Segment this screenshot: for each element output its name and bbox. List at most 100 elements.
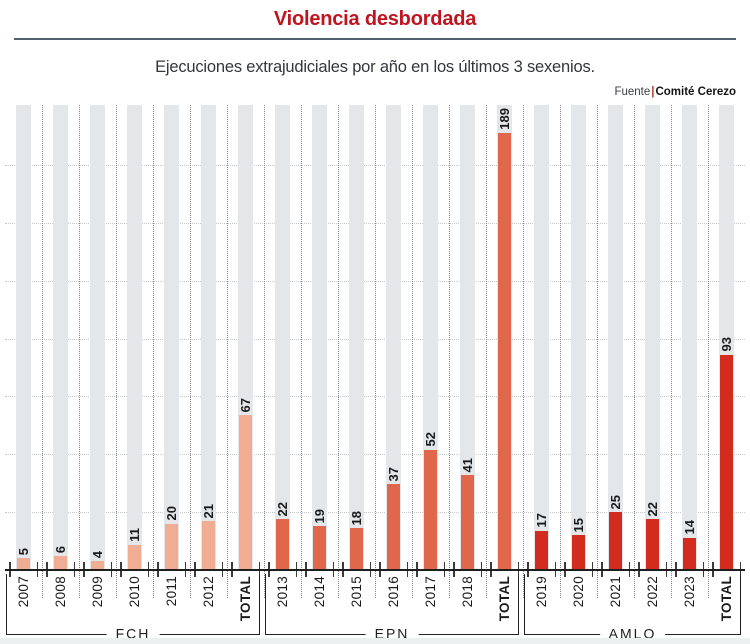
column-background xyxy=(53,105,68,570)
bar xyxy=(572,535,585,570)
x-axis-line xyxy=(5,569,745,571)
column-background xyxy=(349,105,364,570)
bar-value-label: 22 xyxy=(264,502,301,516)
column-separator xyxy=(597,105,598,598)
bar-value-text: 67 xyxy=(238,397,253,412)
bar-column-2022-amlo: 22 2022 xyxy=(634,105,672,644)
group-epn: 22 2013 19 2014 18 2015 37 2016 52 2017 41 2018 189 T… xyxy=(264,105,524,644)
column-separator xyxy=(338,105,339,598)
bar-value-label: 6 xyxy=(42,546,79,553)
bar-value-text: 41 xyxy=(460,457,475,473)
source-credit: Fuente|Comité Cerezo xyxy=(614,86,736,98)
bar-value-label: 15 xyxy=(560,518,597,532)
group-bracket-amlo: AMLO xyxy=(524,574,741,643)
bar xyxy=(239,415,252,570)
column-background xyxy=(275,105,290,570)
bar-value-text: 22 xyxy=(275,501,290,517)
bar-value-label: 21 xyxy=(190,504,227,518)
bar-column-total-epn: 189 TOTAL xyxy=(486,105,524,644)
group-amlo: 17 2019 15 2020 25 2021 22 2022 14 2023 93 TOTAL AML… xyxy=(523,105,745,644)
bar-column-2020-amlo: 15 2020 xyxy=(560,105,598,644)
column-separator xyxy=(634,105,635,598)
bar-value-text: 37 xyxy=(386,466,401,482)
column-separator xyxy=(671,105,672,598)
bar-value-label: 19 xyxy=(301,509,338,523)
bar xyxy=(387,484,400,570)
column-separator xyxy=(412,105,413,598)
bar-value-label: 93 xyxy=(708,337,745,351)
bar-value-text: 93 xyxy=(719,337,734,352)
bar-value-text: 11 xyxy=(127,527,142,542)
column-separator xyxy=(42,105,43,598)
bar-column-total-amlo: 93 TOTAL xyxy=(708,105,745,644)
bar-value-text: 18 xyxy=(349,510,364,526)
bar-value-label: 67 xyxy=(227,398,264,412)
bar-column-2010-fch: 11 2010 xyxy=(116,105,154,644)
bar xyxy=(350,528,363,570)
bar-value-text: 4 xyxy=(90,550,105,558)
bar-value-text: 25 xyxy=(608,494,623,510)
column-background xyxy=(90,105,105,570)
bar-value-label: 11 xyxy=(116,528,153,542)
bar-value-text: 15 xyxy=(571,517,586,533)
source-label: Fuente xyxy=(614,86,651,98)
column-background xyxy=(534,105,549,570)
bar-column-2019-amlo: 17 2019 xyxy=(523,105,561,644)
bar xyxy=(498,132,511,570)
column-separator xyxy=(301,105,302,598)
bar-column-2014-epn: 19 2014 xyxy=(301,105,339,644)
bar xyxy=(535,530,548,570)
bar-value-label: 37 xyxy=(375,467,412,481)
title-divider xyxy=(14,38,736,40)
bar-chart: 5 2007 6 2008 4 2009 11 2010 20 2011 21 2012 67 TOTAL… xyxy=(5,105,745,644)
column-background xyxy=(164,105,179,570)
column-separator xyxy=(227,105,228,598)
bar-value-label: 52 xyxy=(412,432,449,446)
source-name: Comité Cerezo xyxy=(655,86,736,98)
bar-column-2023-amlo: 14 2023 xyxy=(671,105,709,644)
column-separator xyxy=(560,105,561,598)
column-separator xyxy=(486,105,487,598)
source-separator: | xyxy=(651,86,655,98)
bar-column-2011-fch: 20 2011 xyxy=(153,105,191,644)
bar-value-text: 21 xyxy=(201,503,216,519)
bar-value-label: 189 xyxy=(486,108,523,130)
bar xyxy=(683,537,696,570)
bar-column-2012-fch: 21 2012 xyxy=(190,105,228,644)
bar xyxy=(165,523,178,570)
bar-value-label: 25 xyxy=(597,495,634,509)
bar-value-label: 14 xyxy=(671,520,708,534)
column-separator xyxy=(523,105,524,598)
column-separator xyxy=(153,105,154,598)
column-separator xyxy=(190,105,191,598)
bar-column-2018-epn: 41 2018 xyxy=(449,105,487,644)
group-fch: 5 2007 6 2008 4 2009 11 2010 20 2011 21 2012 67 TOTAL… xyxy=(5,105,265,644)
page-title: Violencia desbordada xyxy=(273,8,477,30)
group-bracket-fch: FCH xyxy=(6,574,260,643)
column-background xyxy=(571,105,586,570)
bar-value-label: 41 xyxy=(449,458,486,472)
column-background xyxy=(201,105,216,570)
bar-column-2021-amlo: 25 2021 xyxy=(597,105,635,644)
column-separator xyxy=(264,105,265,598)
bar-value-text: 6 xyxy=(53,545,68,554)
bar-value-label: 18 xyxy=(338,511,375,525)
bar-value-text: 20 xyxy=(164,506,179,521)
bar xyxy=(91,560,104,570)
bar-column-2008-fch: 6 2008 xyxy=(42,105,80,644)
column-background xyxy=(16,105,31,570)
bar xyxy=(202,521,215,570)
bar-column-2013-epn: 22 2013 xyxy=(264,105,302,644)
bar-value-text: 189 xyxy=(497,108,512,130)
column-separator xyxy=(375,105,376,598)
column-separator xyxy=(449,105,450,598)
bar-value-text: 14 xyxy=(682,520,697,535)
group-bracket-epn: EPN xyxy=(265,574,519,643)
bar-column-total-fch: 67 TOTAL xyxy=(227,105,265,644)
column-background xyxy=(127,105,142,570)
bottom-strip xyxy=(0,638,750,644)
column-background xyxy=(682,105,697,570)
chart-subtitle: Ejecuciones extrajudiciales por año en l… xyxy=(155,58,595,76)
bar-value-label: 5 xyxy=(5,548,42,555)
bar-value-label: 22 xyxy=(634,502,671,516)
